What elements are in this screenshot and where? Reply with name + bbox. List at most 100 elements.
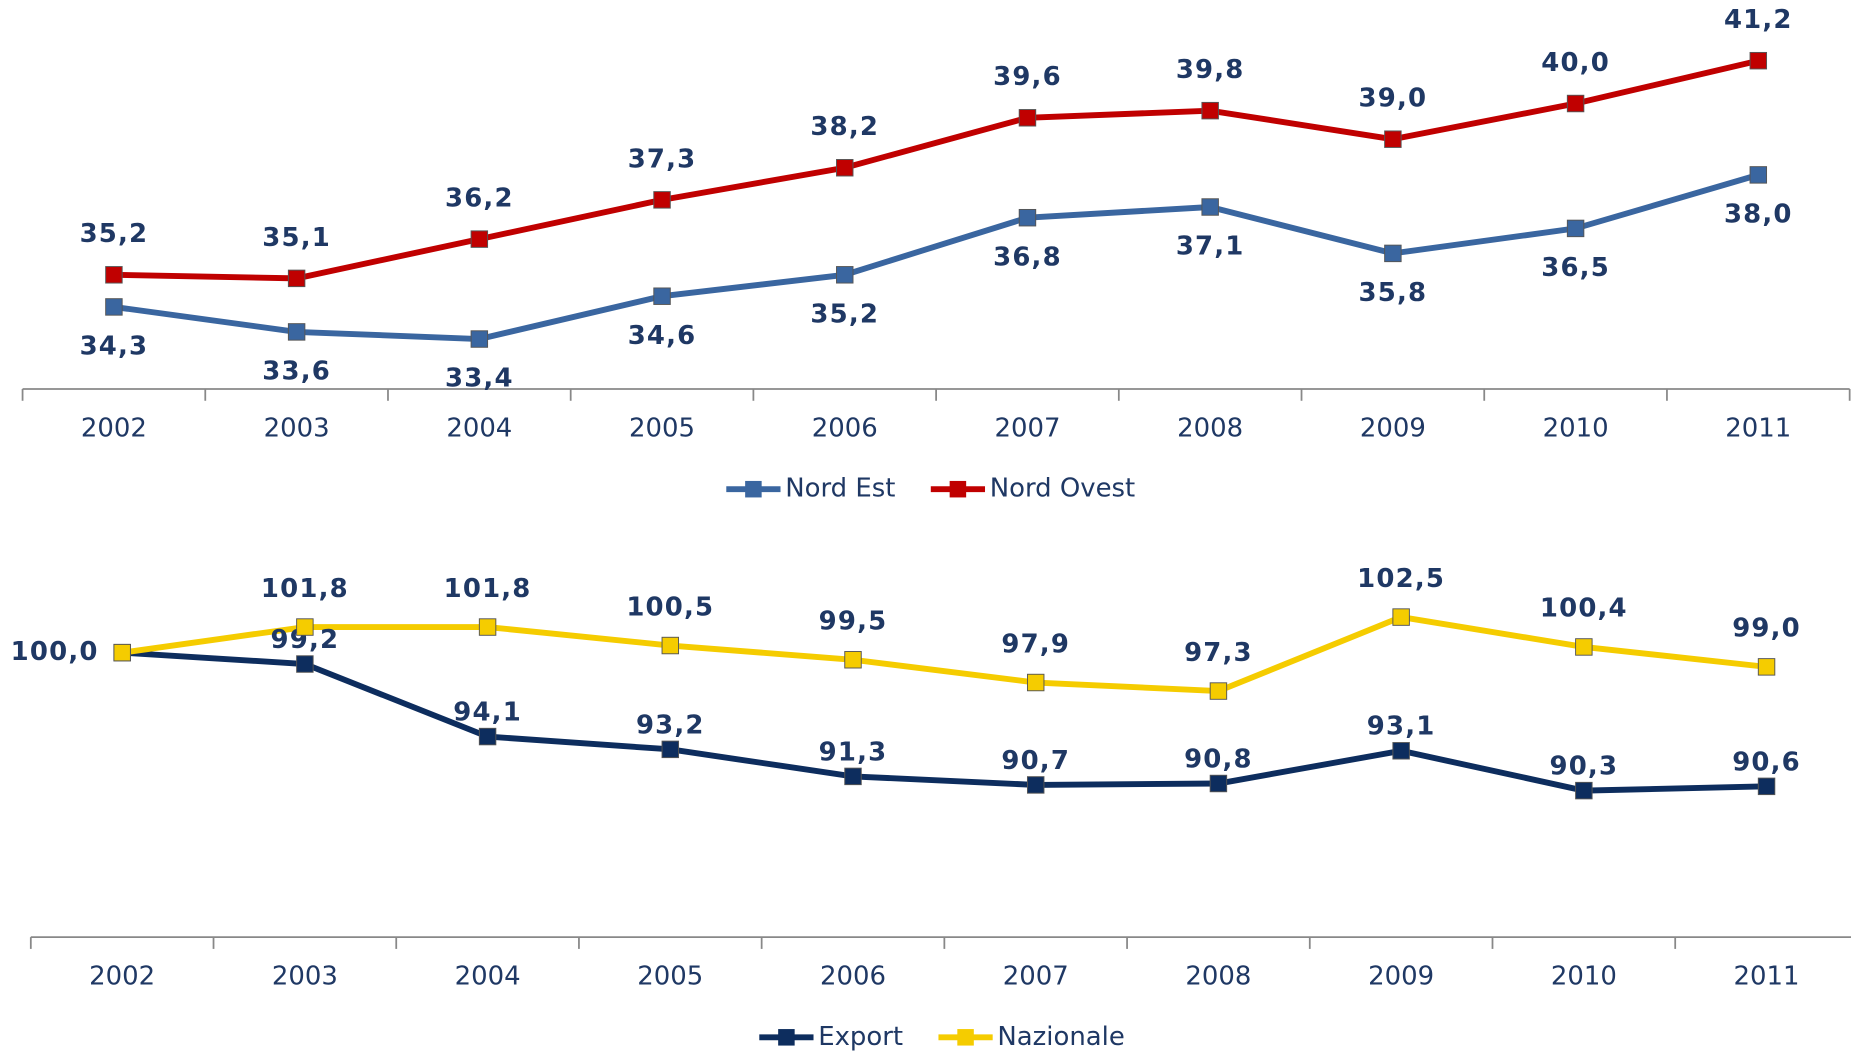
x-tick-label: 2011 — [1734, 962, 1800, 992]
point-marker — [105, 298, 123, 316]
data-label: 94,1 — [453, 697, 522, 727]
data-label: 33,6 — [262, 356, 331, 386]
data-label: 100,0 — [11, 637, 99, 667]
data-label: 100,5 — [626, 592, 714, 622]
data-label: 99,0 — [1732, 614, 1801, 644]
legend-marker — [745, 480, 762, 498]
point-marker — [478, 618, 497, 636]
point-marker — [1566, 219, 1585, 238]
data-label: 35,2 — [810, 299, 879, 329]
data-label: 39,0 — [1359, 84, 1428, 114]
data-label: 36,8 — [993, 242, 1062, 272]
data-label: 38,2 — [810, 112, 879, 142]
data-label: 90,8 — [1184, 744, 1253, 774]
x-tick-label: 2003 — [272, 962, 338, 992]
data-label: 36,5 — [1541, 253, 1610, 283]
x-tick-label: 2005 — [629, 414, 695, 444]
point-marker — [1209, 682, 1228, 700]
point-marker — [1384, 130, 1402, 148]
point-marker — [1201, 198, 1219, 216]
legend-label: Nord Ovest — [990, 474, 1136, 504]
point-marker — [844, 767, 862, 786]
legend-marker — [957, 1029, 974, 1046]
point-marker — [836, 266, 854, 284]
point-marker — [844, 651, 862, 669]
data-label: 38,0 — [1724, 199, 1793, 229]
point-marker — [1026, 673, 1045, 692]
point-marker — [1018, 109, 1037, 127]
data-label: 40,0 — [1541, 48, 1610, 78]
data-label: 37,3 — [628, 144, 697, 174]
point-marker — [1757, 658, 1776, 676]
x-tick-label: 2002 — [89, 962, 155, 992]
data-label: 90,6 — [1732, 747, 1801, 777]
data-label: 41,2 — [1724, 5, 1793, 35]
x-tick-label: 2009 — [1368, 962, 1434, 992]
point-marker — [113, 643, 131, 662]
data-label: 102,5 — [1357, 564, 1445, 594]
point-marker — [661, 740, 680, 759]
point-marker — [1392, 742, 1410, 760]
x-tick-label: 2009 — [1360, 414, 1426, 444]
data-label: 35,8 — [1359, 278, 1428, 308]
x-tick-label: 2004 — [455, 962, 521, 992]
point-marker — [287, 269, 306, 288]
data-label: 101,8 — [261, 574, 349, 604]
x-tick-label: 2010 — [1551, 962, 1617, 992]
data-label: 91,3 — [819, 737, 888, 767]
legend-label: Nazionale — [997, 1022, 1124, 1052]
point-marker — [836, 159, 854, 177]
data-label: 35,1 — [262, 223, 331, 253]
point-marker — [296, 618, 314, 636]
data-label: 101,8 — [444, 574, 532, 604]
data-label: 97,3 — [1184, 638, 1253, 668]
x-tick-label: 2005 — [637, 962, 703, 992]
series-line — [113, 57, 1759, 282]
x-tick-label: 2008 — [1177, 414, 1243, 444]
point-marker — [1749, 166, 1768, 184]
point-marker — [1575, 781, 1593, 800]
data-label: 34,3 — [80, 331, 149, 361]
legend-marker — [778, 1029, 795, 1046]
data-label: 100,4 — [1540, 594, 1628, 624]
point-marker — [1026, 776, 1045, 794]
point-marker — [653, 287, 671, 305]
series-line — [121, 614, 1767, 695]
data-label: 39,8 — [1176, 55, 1245, 85]
point-marker — [470, 330, 489, 348]
data-label: 39,6 — [993, 62, 1062, 92]
legend-label: Export — [818, 1022, 903, 1052]
point-marker — [1566, 94, 1585, 113]
x-tick-label: 2003 — [264, 414, 330, 444]
x-tick-label: 2007 — [1003, 962, 1069, 992]
x-tick-label: 2002 — [81, 414, 147, 444]
data-label: 90,3 — [1550, 752, 1619, 782]
legend-label: Nord Est — [785, 474, 895, 504]
point-marker — [470, 230, 489, 248]
x-tick-label: 2006 — [812, 414, 878, 444]
x-tick-label: 2007 — [994, 414, 1060, 444]
point-marker — [661, 636, 680, 655]
data-label: 35,2 — [80, 219, 149, 249]
x-tick-label: 2010 — [1543, 414, 1609, 444]
point-marker — [1209, 774, 1228, 793]
x-tick-label: 2008 — [1185, 962, 1251, 992]
data-label: 99,5 — [819, 607, 888, 637]
data-label: 36,2 — [445, 184, 514, 214]
point-marker — [653, 191, 671, 209]
x-tick-label: 2004 — [446, 414, 512, 444]
data-label: 90,7 — [1001, 746, 1070, 776]
data-label: 97,9 — [1001, 629, 1070, 659]
legend-marker — [949, 480, 967, 498]
point-marker — [1757, 777, 1776, 796]
point-marker — [1018, 208, 1037, 227]
series-line — [113, 172, 1760, 342]
point-marker — [287, 323, 306, 341]
point-marker — [105, 266, 123, 284]
point-marker — [296, 655, 314, 673]
point-marker — [478, 727, 497, 746]
x-tick-label: 2006 — [820, 962, 886, 992]
data-label: 37,1 — [1176, 232, 1245, 262]
data-label: 34,6 — [628, 321, 697, 351]
